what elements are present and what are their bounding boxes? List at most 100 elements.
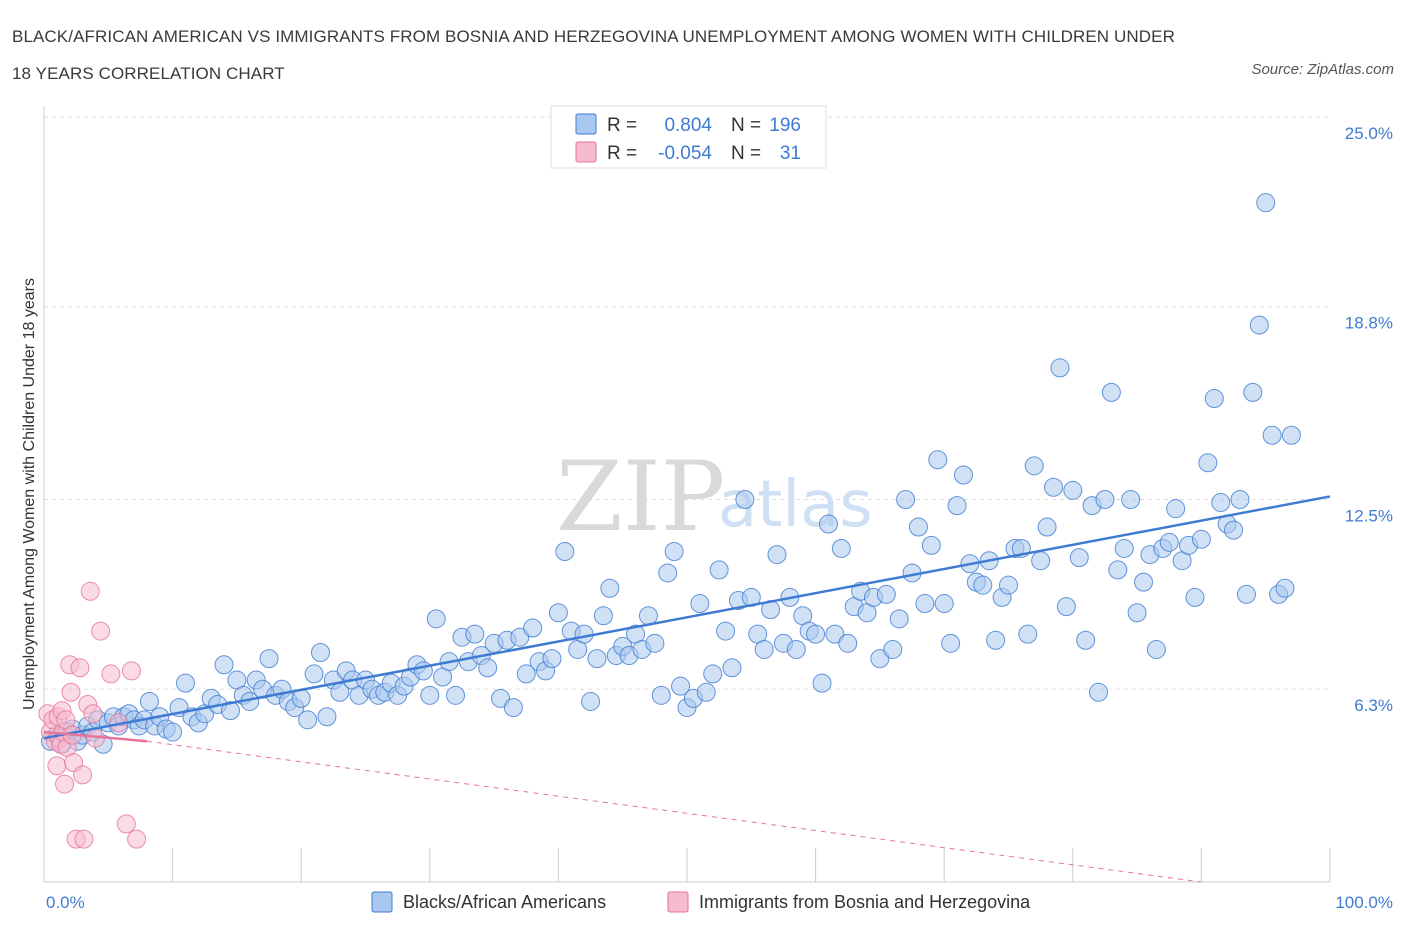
- point-blacks: [1018, 624, 1038, 644]
- point-blacks: [928, 450, 948, 470]
- point-blacks: [1069, 548, 1089, 568]
- point-blacks: [838, 633, 858, 653]
- point-blacks: [259, 649, 279, 669]
- point-blacks: [1230, 490, 1250, 509]
- point-blacks: [317, 707, 337, 727]
- point-blacks: [1275, 578, 1295, 598]
- point-blacks: [600, 578, 620, 598]
- point-blacks: [175, 673, 195, 693]
- legend-swatch-pink: [575, 141, 597, 163]
- point-blacks: [716, 621, 736, 641]
- point-blacks: [696, 682, 716, 702]
- point-blacks: [953, 465, 973, 485]
- point-blacks: [503, 698, 523, 718]
- bottom-legend-label-blacks: Blacks/African Americans: [403, 892, 606, 912]
- point-blacks: [690, 594, 710, 614]
- point-blacks: [214, 655, 234, 675]
- point-bosnia: [116, 814, 136, 834]
- trend-line-bosnia-extended: [146, 740, 1202, 883]
- point-blacks: [831, 538, 851, 558]
- bottom-legend: Blacks/African Americans Immigrants from…: [371, 891, 1031, 913]
- source-label: Source: ZipAtlas.com: [1251, 61, 1394, 78]
- point-blacks: [1204, 389, 1224, 409]
- point-bosnia: [91, 621, 111, 641]
- point-blacks: [806, 624, 826, 644]
- point-blacks: [574, 624, 594, 644]
- point-bosnia: [73, 765, 93, 785]
- point-blacks: [581, 691, 601, 711]
- point-blacks: [523, 618, 543, 638]
- point-blacks: [1166, 499, 1186, 519]
- point-blacks: [420, 685, 440, 705]
- point-blacks: [304, 664, 324, 684]
- legend-r-label-2: R =: [607, 143, 637, 164]
- point-blacks: [446, 685, 466, 705]
- x-tick-label-max: 100.0%: [1335, 893, 1393, 912]
- legend-n-label-2: N =: [731, 143, 761, 164]
- point-blacks: [1089, 682, 1109, 702]
- chart-title: BLACK/AFRICAN AMERICAN VS IMMIGRANTS FRO…: [12, 27, 1175, 83]
- point-blacks: [812, 673, 832, 693]
- y-tick-label: 25.0%: [1345, 124, 1393, 143]
- point-blacks: [491, 688, 511, 708]
- point-blacks: [1044, 477, 1064, 497]
- x-tick-label-min: 0.0%: [46, 893, 85, 912]
- point-blacks: [1037, 517, 1057, 537]
- point-blacks: [767, 545, 787, 565]
- point-blacks: [735, 490, 755, 509]
- point-blacks: [1243, 382, 1263, 402]
- point-blacks: [587, 649, 607, 669]
- point-bosnia: [55, 774, 75, 794]
- point-blacks: [1134, 572, 1154, 592]
- y-tick-label: 12.5%: [1345, 507, 1393, 526]
- point-blacks: [1101, 382, 1121, 402]
- point-blacks: [1050, 358, 1070, 378]
- point-blacks: [1127, 603, 1147, 623]
- point-blacks: [671, 676, 691, 696]
- point-blacks: [941, 633, 961, 653]
- point-blacks: [896, 490, 916, 509]
- point-blacks: [542, 649, 562, 669]
- point-blacks: [934, 594, 954, 614]
- point-blacks: [163, 722, 183, 742]
- point-blacks: [999, 575, 1018, 595]
- point-blacks: [638, 606, 658, 626]
- point-blacks: [1236, 584, 1256, 604]
- y-tick-labels: 6.3% 12.5% 18.8% 25.0%: [1345, 124, 1393, 715]
- point-bosnia: [70, 658, 90, 678]
- point-blacks: [947, 496, 967, 516]
- point-blacks: [722, 658, 742, 678]
- point-blacks: [1198, 453, 1218, 473]
- legend-box: R = 0.804 N = 196 R = -0.054 N = 31: [550, 105, 827, 169]
- point-blacks: [908, 517, 928, 537]
- point-blacks: [786, 639, 806, 659]
- point-blacks: [1191, 529, 1211, 549]
- trend-line-blacks: [43, 495, 1331, 740]
- point-blacks: [754, 639, 774, 659]
- point-blacks: [651, 685, 671, 705]
- point-blacks: [876, 584, 896, 604]
- legend-swatch-blue: [575, 113, 597, 135]
- legend-r-value-2: -0.054: [658, 143, 712, 164]
- bottom-legend-swatch-pink: [667, 891, 689, 913]
- point-blacks: [1121, 490, 1141, 509]
- point-blacks: [889, 609, 909, 629]
- point-blacks: [1031, 551, 1051, 571]
- y-tick-label: 6.3%: [1354, 696, 1393, 715]
- point-blacks: [478, 658, 498, 678]
- legend-r-value-1: 0.804: [664, 115, 712, 136]
- point-blacks: [1224, 520, 1244, 540]
- legend-frame: [550, 105, 827, 169]
- point-blacks: [555, 542, 575, 562]
- y-tick-label: 18.8%: [1345, 314, 1393, 333]
- point-blacks: [664, 542, 684, 562]
- point-blacks: [465, 624, 485, 644]
- point-blacks: [593, 606, 613, 626]
- point-blacks: [915, 594, 935, 614]
- point-bosnia: [74, 829, 94, 849]
- point-bosnia: [127, 829, 147, 849]
- point-blacks: [426, 609, 446, 629]
- point-blacks: [709, 560, 729, 580]
- point-bosnia: [61, 682, 81, 702]
